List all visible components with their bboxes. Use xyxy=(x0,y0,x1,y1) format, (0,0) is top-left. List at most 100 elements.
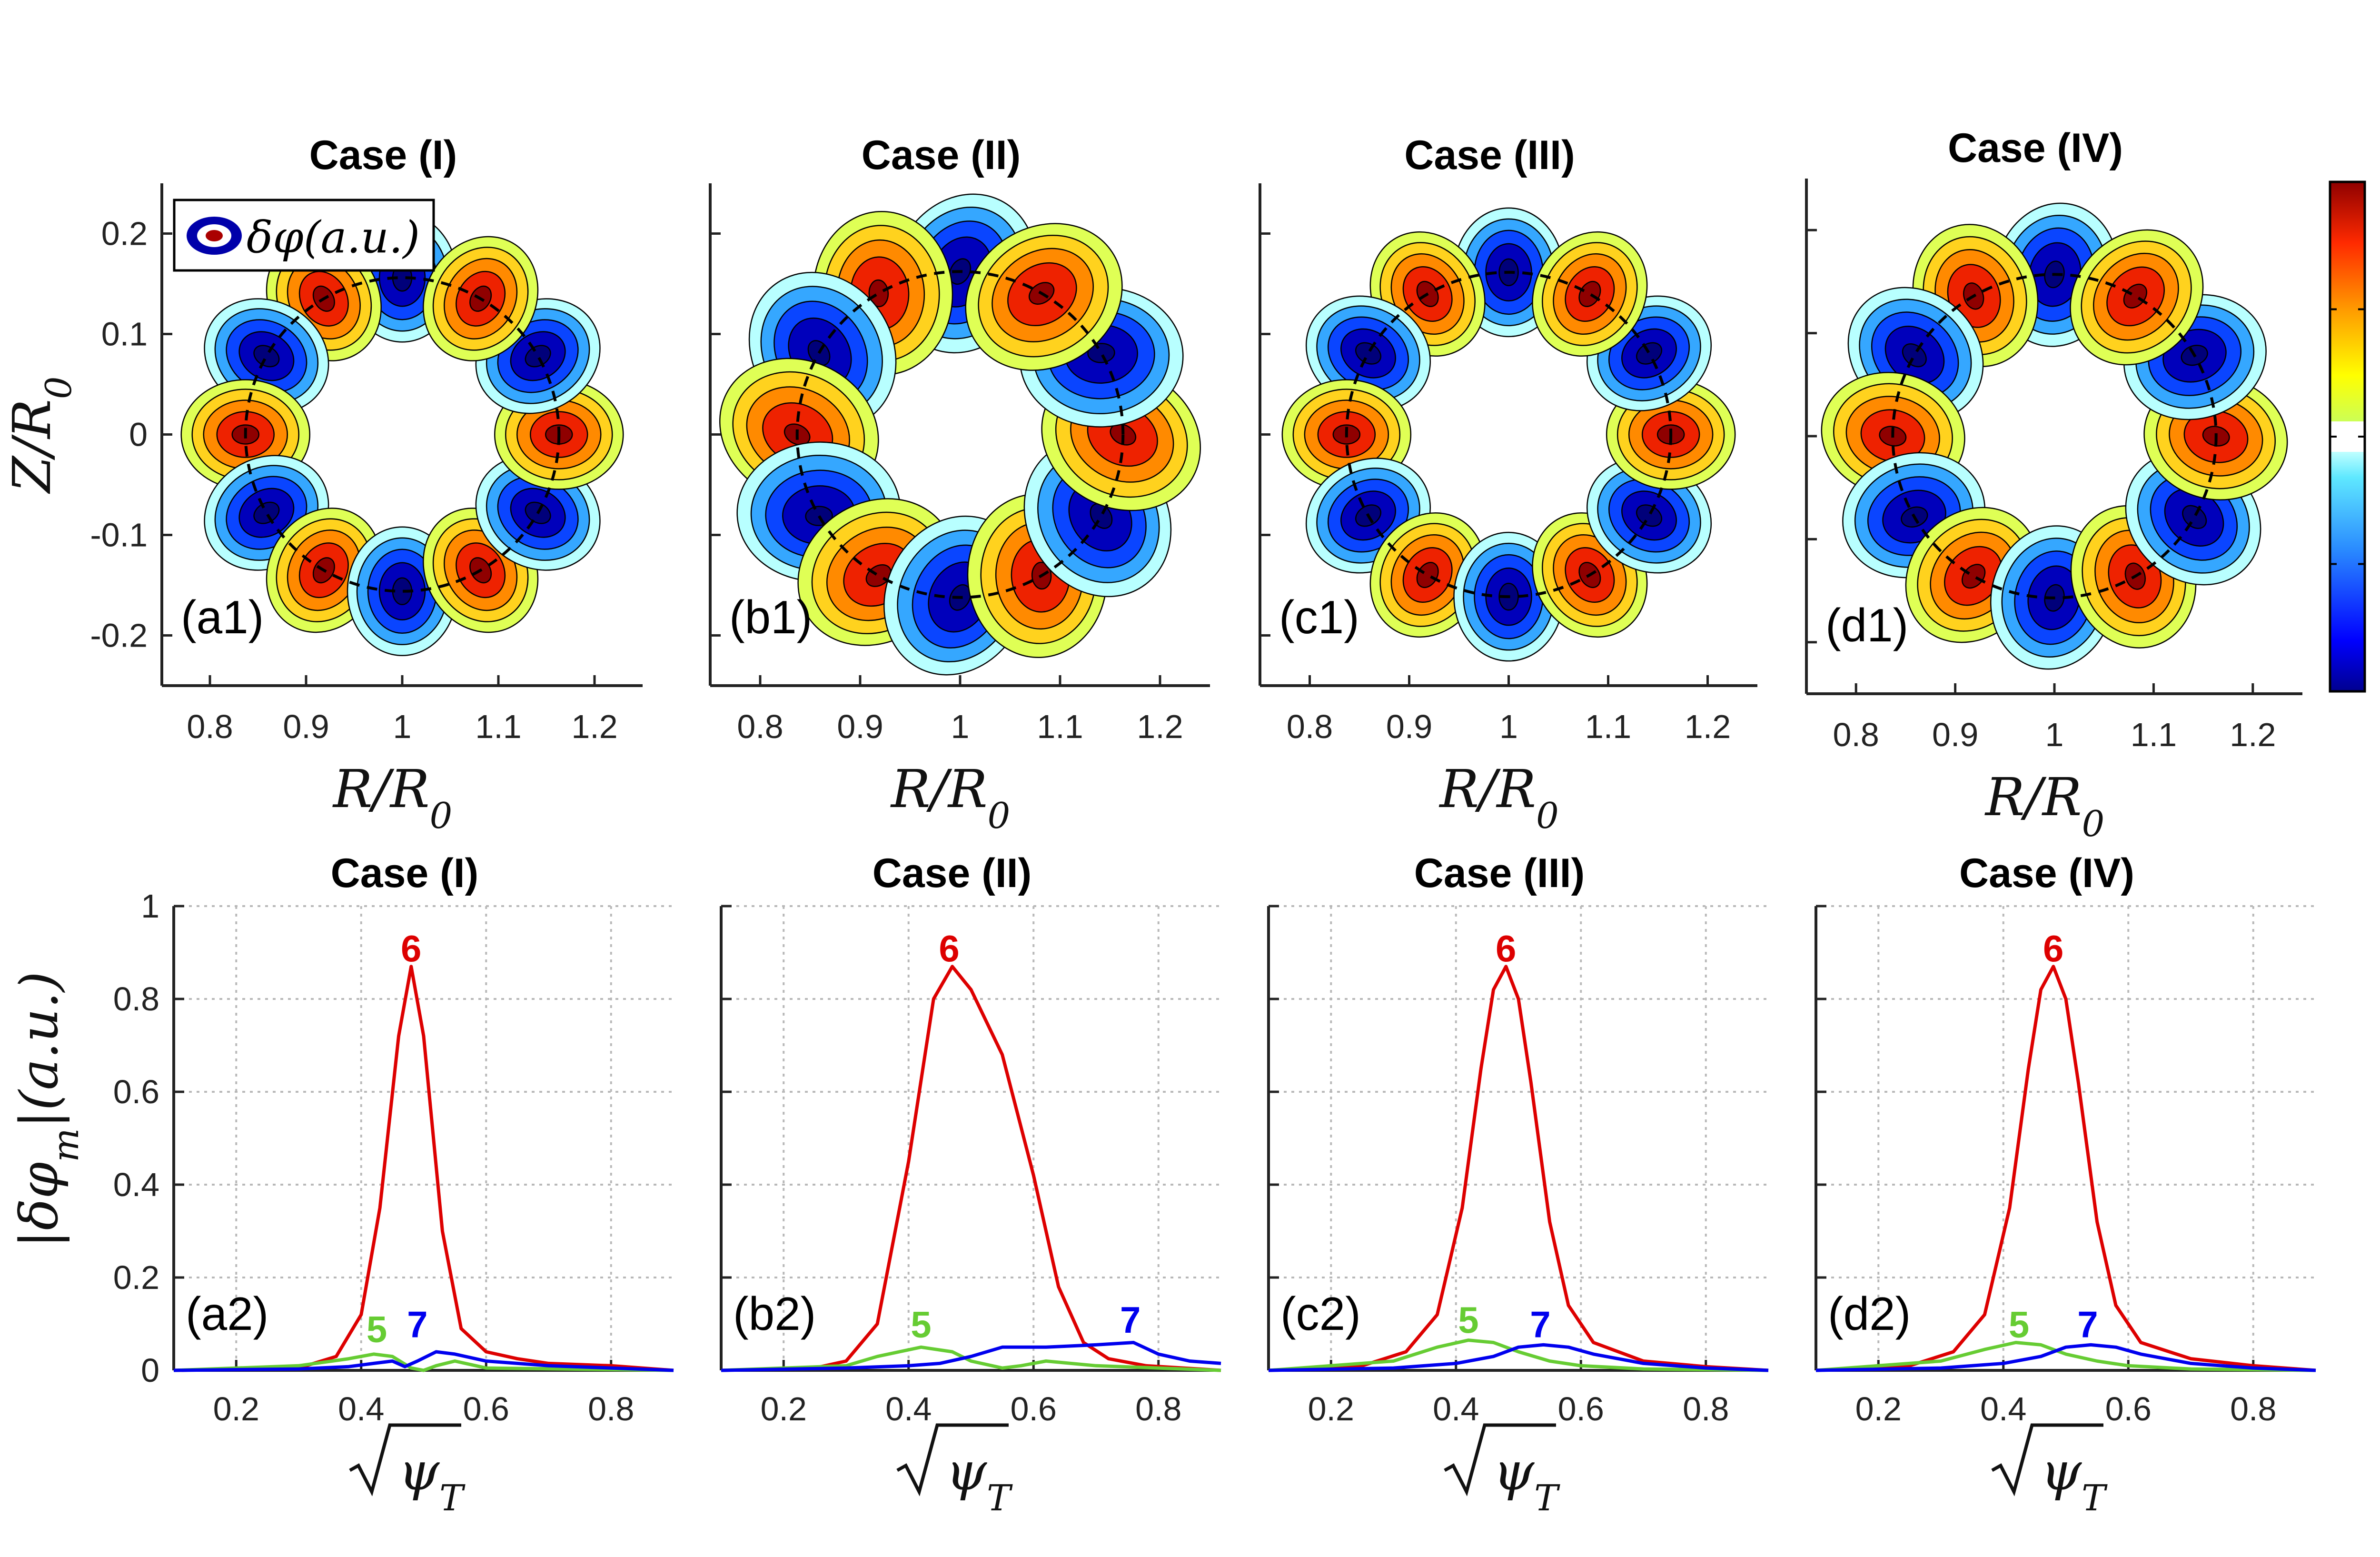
positive-lobe xyxy=(965,223,1123,371)
reference-surface xyxy=(1345,270,1673,599)
panel-label: (b2) xyxy=(733,1288,816,1340)
contour-level xyxy=(1902,343,1927,368)
x-axis-label-text: ψT xyxy=(2041,1441,2108,1519)
y-tick-label: -0.1 xyxy=(90,517,148,554)
x-tick-label: 1 xyxy=(393,708,412,745)
x-tick-label: 1.1 xyxy=(1037,708,1083,745)
positive-lobe xyxy=(266,508,382,633)
colorbar-tick-label: -1 xyxy=(2379,675,2380,709)
sqrt-sign xyxy=(1991,1423,2103,1497)
positive-lobe xyxy=(1532,231,1648,357)
x-axis-label-text: ψT xyxy=(1493,1441,1560,1519)
contour-panel: 0.8 0.9 1 1.1 1.2 Case (III) R/R0 (c1) xyxy=(1259,132,1757,837)
contour-level xyxy=(1087,343,1115,363)
line-panel: 0.2 0.4 0.6 0.8 Case (II) ψT 6 5 7 (b2) xyxy=(720,850,1221,1519)
x-tick-label: 1.2 xyxy=(2230,716,2276,753)
contour-level xyxy=(2106,266,2165,327)
curve-label-m5: 5 xyxy=(911,1304,931,1346)
x-axis-label: R/R0 xyxy=(1984,767,2104,845)
contour-panel: 0.8 0.9 1 1.1 1.2 0.2 0.1 0 -0.1 -0.2 Case (I) R/R0… xyxy=(1,132,643,837)
legend-label: δφ(a.u.) xyxy=(247,212,420,263)
colorbar-tick-label: 0 xyxy=(2379,420,2380,455)
panel-title: Case (II) xyxy=(873,850,1032,896)
series-line-m6 xyxy=(1815,965,2316,1372)
y-tick-label: 0.4 xyxy=(113,1166,159,1203)
sqrt-sign xyxy=(1444,1423,1556,1497)
series-line-m6 xyxy=(721,965,1221,1372)
panel-title: Case (III) xyxy=(1404,132,1575,178)
y-axis-label: |δφm|(a.u.) xyxy=(9,971,87,1248)
y-tick-label: 1 xyxy=(141,888,159,925)
negative-lobe xyxy=(1586,458,1712,574)
contour-level xyxy=(868,279,889,308)
y-tick-label: 0.1 xyxy=(101,316,148,353)
x-tick-label: 0.8 xyxy=(1287,708,1333,745)
x-axis-label: ψT xyxy=(349,1423,466,1519)
contour-level xyxy=(2123,283,2148,309)
y-axis-label: Z/R0 xyxy=(1,377,79,494)
colorbar-tick-label: 0.5 xyxy=(2379,293,2380,328)
x-tick-label: 0.2 xyxy=(1855,1390,1902,1427)
contour-panel: 0.8 0.9 1 1.1 1.2 Case (IV) R/R0 (d1) xyxy=(1805,125,2302,845)
x-tick-label: 0.2 xyxy=(761,1390,807,1427)
curve-label-m6: 6 xyxy=(2043,928,2063,969)
panel-title: Case (I) xyxy=(331,850,479,896)
contour-level xyxy=(1961,564,1986,589)
curve-label-m6: 6 xyxy=(939,928,959,969)
x-axis-label-text: ψT xyxy=(398,1441,466,1519)
x-tick-label: 1.2 xyxy=(1137,708,1183,745)
series-line-m6 xyxy=(173,965,674,1372)
x-tick-label: 1.2 xyxy=(1685,708,1731,745)
negative-lobe xyxy=(1305,295,1431,411)
legend: δφ(a.u.) xyxy=(173,199,435,272)
positive-lobe xyxy=(813,210,953,376)
x-tick-label: 0.8 xyxy=(1683,1390,1729,1427)
y-tick-label: 0 xyxy=(129,416,148,453)
panel-title: Case (II) xyxy=(862,132,1021,178)
x-tick-label: 1.1 xyxy=(1585,708,1631,745)
panel-label: (b1) xyxy=(729,591,812,643)
x-axis-label: ψT xyxy=(1444,1423,1560,1519)
y-tick-label: 0.2 xyxy=(101,215,148,252)
curve-label-m5: 5 xyxy=(367,1308,387,1350)
curve-label-m6: 6 xyxy=(1496,928,1516,969)
x-tick-label: 0.8 xyxy=(2230,1390,2276,1427)
y-tick-label: 0.8 xyxy=(113,980,159,1018)
x-tick-label: 1 xyxy=(1499,708,1518,745)
series-line-m7 xyxy=(1815,1343,2316,1372)
reference-surface xyxy=(795,270,1125,599)
series-line-m5 xyxy=(1815,1341,2316,1372)
bottom-row: 0.2 0.4 0.6 0.8 1 0.8 0.6 0.4 0.2 0 Case (I) ψT |δφm… xyxy=(9,850,2316,1519)
curve-label-m5: 5 xyxy=(2009,1304,2029,1346)
y-tick-label: -0.2 xyxy=(90,617,148,654)
line-panel: 0.2 0.4 0.6 0.8 1 0.8 0.6 0.4 0.2 0 Case (I) ψT |δφm… xyxy=(9,850,674,1519)
x-tick-label: 0.4 xyxy=(1433,1390,1479,1427)
sqrt-sign xyxy=(896,1423,1009,1497)
x-tick-label: 0.2 xyxy=(1308,1390,1354,1427)
panel-title: Case (IV) xyxy=(1948,125,2123,171)
series-line-m5 xyxy=(1268,1338,1769,1372)
x-tick-label: 0.8 xyxy=(1833,716,1879,753)
panel-title: Case (I) xyxy=(309,132,457,178)
contour-level xyxy=(2182,505,2207,529)
positive-lobe xyxy=(2070,229,2204,366)
x-axis-label-text: ψT xyxy=(946,1441,1013,1519)
curve-label-m6: 6 xyxy=(401,928,421,969)
top-row: 0.8 0.9 1 1.1 1.2 0.2 0.1 0 -0.1 -0.2 Case (I) R/R0… xyxy=(1,125,2302,845)
panel-title: Case (III) xyxy=(1414,850,1585,896)
x-tick-label: 1.1 xyxy=(475,708,521,745)
panel-label: (c1) xyxy=(1279,591,1359,643)
curve-label-m7: 7 xyxy=(1120,1299,1140,1341)
line-panel: 0.2 0.4 0.6 0.8 Case (IV) ψT 6 5 7 (d2) xyxy=(1815,850,2316,1519)
x-tick-label: 0.4 xyxy=(338,1390,384,1427)
curve-label-m5: 5 xyxy=(1458,1299,1478,1341)
x-tick-label: 0.9 xyxy=(283,708,329,745)
colorbar: 1 0.5 0 -0.5 -1 xyxy=(2329,166,2380,709)
x-tick-label: 0.8 xyxy=(737,708,783,745)
panel-label: (c2) xyxy=(1280,1288,1361,1340)
x-tick-label: 0.6 xyxy=(463,1390,509,1427)
curve-label-m7: 7 xyxy=(1530,1304,1550,1346)
panel-label: (d2) xyxy=(1828,1288,1911,1340)
x-tick-label: 1.2 xyxy=(571,708,617,745)
